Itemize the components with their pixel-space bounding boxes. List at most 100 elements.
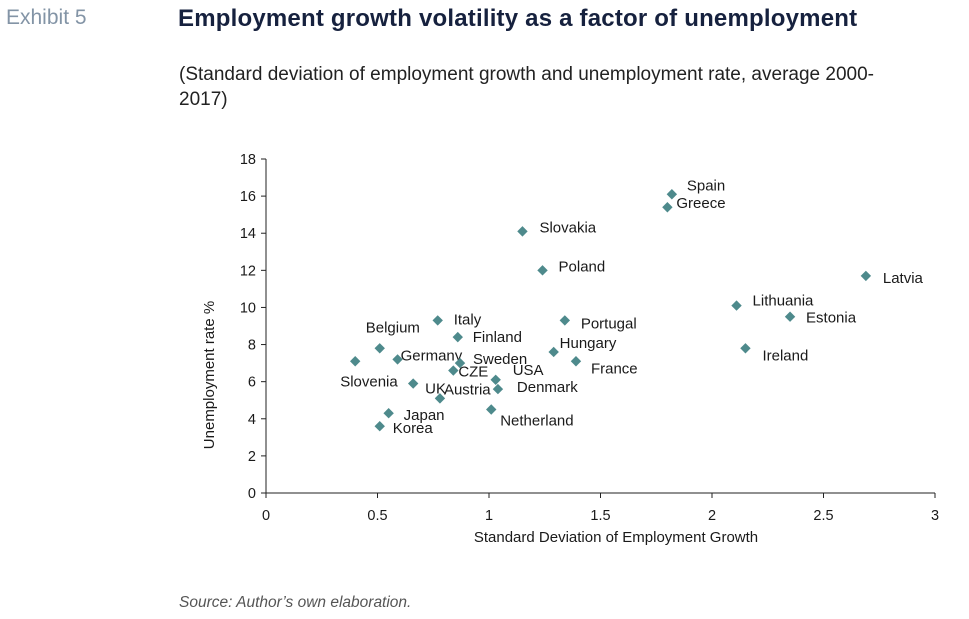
point-marker [383, 408, 394, 419]
scatter-point: Ireland [740, 343, 808, 364]
y-tick-label: 10 [240, 300, 256, 316]
point-label: France [591, 360, 638, 377]
scatter-point: France [570, 356, 638, 377]
point-label: Italy [454, 311, 482, 328]
point-marker [486, 404, 497, 415]
scatter-point: Slovenia [340, 356, 398, 390]
x-axis-label: Standard Deviation of Employment Growth [474, 529, 758, 546]
point-marker [374, 421, 385, 432]
point-marker [454, 357, 466, 369]
scatter-point: Estonia [784, 310, 857, 327]
point-marker [537, 265, 548, 276]
scatter-point: Japan [383, 407, 445, 424]
y-tick-label: 2 [248, 449, 256, 465]
point-label: Japan [404, 407, 445, 424]
point-marker [492, 383, 504, 395]
point-marker [860, 270, 872, 282]
scatter-point: CZE [448, 364, 488, 381]
point-label: Ireland [762, 347, 808, 364]
point-marker [784, 311, 796, 322]
scatter-point: Denmark [492, 379, 578, 396]
point-label: Latvia [883, 270, 924, 287]
point-label: Slovakia [539, 219, 596, 236]
point-marker [448, 365, 459, 376]
point-label: Germany [401, 347, 463, 364]
point-marker [350, 356, 361, 367]
point-label: USA [513, 362, 544, 379]
point-marker [374, 343, 385, 354]
chart-title: Employment growth volatility as a factor… [178, 5, 858, 32]
point-label: Finland [473, 329, 522, 346]
point-label: Poland [559, 258, 606, 275]
y-tick-label: 18 [240, 152, 256, 168]
scatter-point: Belgium [366, 319, 420, 354]
point-marker [392, 354, 403, 365]
x-tick-label: 3 [931, 508, 939, 524]
x-tick-label: 0 [262, 508, 270, 524]
scatter-point: Latvia [860, 270, 924, 287]
point-marker [517, 226, 528, 237]
point-marker [548, 346, 559, 358]
x-tick-label: 2.5 [813, 508, 833, 524]
scatter-point: Poland [537, 258, 606, 276]
y-axis-label: Unemployment rate % [201, 301, 218, 449]
y-tick-label: 8 [248, 338, 256, 354]
scatter-point: USA [490, 362, 544, 386]
point-label: Austria [444, 381, 491, 398]
point-label: Belgium [366, 319, 420, 336]
point-label: Denmark [517, 379, 578, 396]
point-marker [434, 393, 446, 404]
axes: 0 2 4 6 8 10 12 14 16 18 0 0.5 1 1.5 2 2.5 3 [240, 152, 939, 524]
point-marker [407, 378, 419, 389]
point-label: Hungary [560, 335, 617, 352]
point-marker [490, 374, 501, 386]
point-label: Lithuania [753, 293, 815, 310]
point-label: Spain [687, 177, 725, 194]
scatter-point: Sweden [454, 351, 527, 369]
point-label: CZE [458, 364, 488, 381]
y-tick-label: 12 [240, 263, 256, 279]
point-label: Portugal [581, 315, 637, 332]
point-marker [666, 189, 678, 200]
scatter-point: Germany [392, 347, 463, 365]
y-tick-label: 14 [240, 226, 256, 242]
point-marker [559, 315, 571, 326]
x-tick-label: 1 [485, 508, 493, 524]
y-tick-label: 16 [240, 189, 256, 205]
point-label: Korea [393, 420, 434, 437]
scatter-point: Slovakia [517, 219, 597, 237]
y-tick-label: 6 [248, 375, 256, 391]
point-marker [740, 343, 751, 354]
scatter-point: Austria [434, 381, 491, 404]
x-tick-label: 0.5 [367, 508, 387, 524]
point-label: Estonia [806, 310, 857, 327]
x-tick-label: 2 [708, 508, 716, 524]
source-note: Source: Author’s own elaboration. [179, 594, 412, 611]
scatter-point: Netherland [486, 404, 574, 430]
y-tick-label: 0 [248, 486, 256, 502]
point-marker [452, 331, 463, 343]
point-label: Greece [676, 195, 725, 212]
scatter-point: Portugal [559, 315, 637, 332]
scatter-point: Hungary [548, 335, 617, 358]
point-label: Slovenia [340, 373, 398, 390]
point-marker [731, 300, 742, 311]
point-marker [662, 202, 673, 213]
exhibit-label: Exhibit 5 [6, 6, 87, 29]
scatter-point: Lithuania [731, 293, 814, 311]
x-tick-label: 1.5 [590, 508, 610, 524]
scatter-point: Korea [374, 420, 434, 437]
y-tick-label: 4 [248, 412, 256, 428]
scatter-point: Greece [662, 195, 726, 213]
chart-subtitle: (Standard deviation of employment growth… [179, 64, 874, 110]
point-label: Netherland [500, 413, 573, 430]
point-label: Sweden [473, 351, 527, 368]
scatter-point: UK [407, 378, 446, 398]
point-label: UK [425, 381, 446, 398]
point-marker [432, 315, 443, 326]
scatter-point: Spain [666, 177, 725, 200]
scatter-point: Italy [432, 311, 482, 328]
scatter-point: Finland [452, 329, 522, 346]
